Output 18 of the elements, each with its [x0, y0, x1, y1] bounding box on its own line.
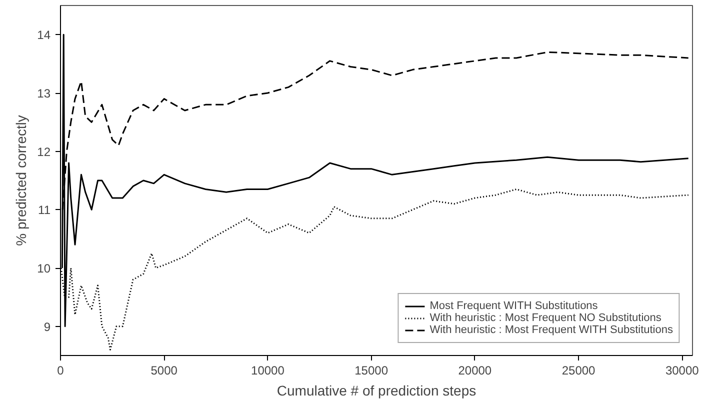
legend-label: With heuristic : Most Frequent NO Substitutions	[430, 312, 662, 324]
y-tick-label: 14	[37, 28, 51, 42]
y-axis-title: % predicted correctly	[13, 115, 30, 246]
x-tick-label: 10000	[251, 364, 285, 378]
x-tick-label: 0	[57, 364, 64, 378]
x-tick-label: 5000	[150, 364, 178, 378]
x-tick-label: 20000	[458, 364, 492, 378]
legend-label: With heuristic : Most Frequent WITH Substitutions	[430, 324, 673, 336]
x-tick-label: 25000	[562, 364, 596, 378]
y-tick-label: 11	[38, 203, 51, 218]
y-tick-label: 13	[37, 86, 51, 100]
x-tick-label: 15000	[354, 364, 388, 378]
x-axis-title: Cumulative # of prediction steps	[276, 382, 476, 398]
x-tick-label: 30000	[665, 364, 700, 378]
y-tick-label: 10	[37, 262, 51, 276]
y-tick-label: 9	[44, 320, 51, 334]
legend-label: Most Frequent WITH Substitutions	[430, 300, 598, 312]
y-tick-label: 12	[37, 144, 51, 159]
